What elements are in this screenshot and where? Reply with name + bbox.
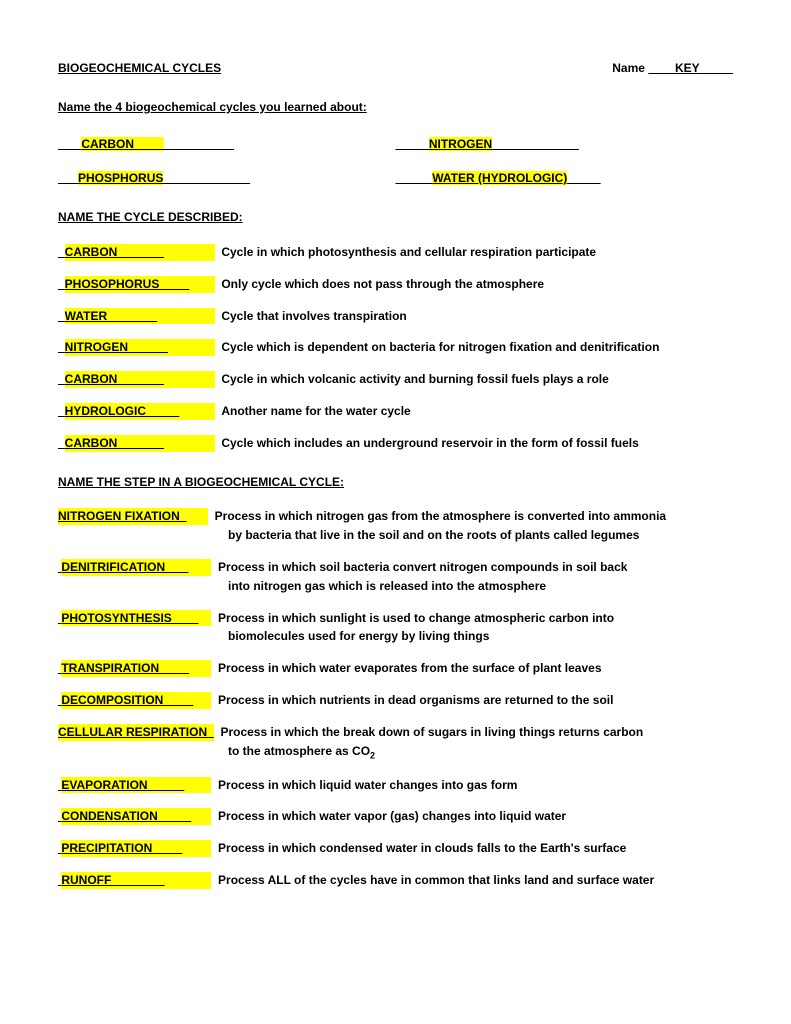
s2-cont: to the atmosphere as CO2 <box>228 743 733 762</box>
s1-answer: CARBON <box>65 435 215 452</box>
cycle-3-answer: PHOSPHORUS <box>78 171 163 185</box>
header-row: BIOGEOCHEMICAL CYCLES Name KEY <box>58 60 733 77</box>
cycle-1: CARBON <box>58 136 396 153</box>
section-1-items: CARBON Cycle in which photosynthesis and… <box>58 244 733 452</box>
cycle-4-trailblank <box>567 171 600 185</box>
s1-answer: CARBON <box>65 371 215 388</box>
section-1-heading: NAME THE CYCLE DESCRIBED: <box>58 209 733 226</box>
s2-answer: CONDENSATION <box>61 808 211 825</box>
cycle-2-leadblank <box>396 137 429 151</box>
cycle-4-leadblank <box>396 171 433 185</box>
section-2-items: NITROGEN FIXATION Process in which nitro… <box>58 508 733 888</box>
s2-item: CELLULAR RESPIRATION Process in which th… <box>58 724 733 762</box>
s2-item: DECOMPOSITION Process in which nutrients… <box>58 692 733 709</box>
s1-desc: Cycle in which photosynthesis and cellul… <box>221 245 596 259</box>
s2-desc: Process ALL of the cycles have in common… <box>218 873 654 887</box>
name-label: Name <box>612 61 645 75</box>
s2-desc: Process in which nutrients in dead organ… <box>218 693 613 707</box>
page-title: BIOGEOCHEMICAL CYCLES <box>58 60 221 77</box>
s1-answer: HYDROLOGIC <box>65 403 215 420</box>
s1-answer: WATER <box>65 308 215 325</box>
s2-answer: PHOTOSYNTHESIS <box>61 610 211 627</box>
cycle-1-leadblank <box>58 137 81 151</box>
s2-cont: into nitrogen gas which is released into… <box>228 578 733 595</box>
s2-item: NITROGEN FIXATION Process in which nitro… <box>58 508 733 544</box>
s1-leadblank <box>58 277 65 291</box>
s1-answer: NITROGEN <box>65 339 215 356</box>
s1-item: HYDROLOGIC Another name for the water cy… <box>58 403 733 420</box>
s2-cont: biomolecules used for energy by living t… <box>228 628 733 645</box>
prompt-4-cycles: Name the 4 biogeochemical cycles you lea… <box>58 99 733 116</box>
s2-answer: DENITRIFICATION <box>61 559 211 576</box>
s2-desc: Process in which sunlight is used to cha… <box>218 611 614 625</box>
cycles-row-1: CARBON NITROGEN <box>58 136 733 153</box>
s1-desc: Cycle that involves transpiration <box>221 309 406 323</box>
s2-desc: Process in which water vapor (gas) chang… <box>218 809 566 823</box>
s2-answer: RUNOFF <box>61 872 211 889</box>
s2-answer: DECOMPOSITION <box>61 692 211 709</box>
s1-answer: PHOSOPHORUS <box>65 276 215 293</box>
cycle-2-trailblank <box>492 137 579 151</box>
s1-desc: Another name for the water cycle <box>221 404 410 418</box>
name-blank-left <box>648 61 675 75</box>
name-value: KEY <box>675 61 700 75</box>
cycle-3: PHOSPHORUS <box>58 170 396 187</box>
name-field: Name KEY <box>612 60 733 77</box>
s2-desc: Process in which liquid water changes in… <box>218 778 517 792</box>
s2-item: PHOTOSYNTHESIS Process in which sunlight… <box>58 610 733 646</box>
s1-item: WATER Cycle that involves transpiration <box>58 308 733 325</box>
s2-desc: Process in which water evaporates from t… <box>218 661 601 675</box>
s2-cont: by bacteria that live in the soil and on… <box>228 527 733 544</box>
name-blank-right <box>700 61 733 75</box>
s2-desc: Process in which condensed water in clou… <box>218 841 626 855</box>
cycle-1-trailblank <box>164 137 234 151</box>
s1-leadblank <box>58 340 65 354</box>
cycle-2: NITROGEN <box>396 136 734 153</box>
cycle-1-answer: CARBON <box>81 137 134 151</box>
s2-item: PRECIPITATION Process in which condensed… <box>58 840 733 857</box>
s1-desc: Cycle which includes an underground rese… <box>221 436 638 450</box>
s1-item: CARBON Cycle in which photosynthesis and… <box>58 244 733 261</box>
s1-item: CARBON Cycle in which volcanic activity … <box>58 371 733 388</box>
s2-item: RUNOFF Process ALL of the cycles have in… <box>58 872 733 889</box>
cycle-4: WATER (HYDROLOGIC) <box>396 170 734 187</box>
s1-item: CARBON Cycle which includes an undergrou… <box>58 435 733 452</box>
cycle-1-trail-hl <box>134 137 164 151</box>
s2-answer: EVAPORATION <box>61 777 211 794</box>
s1-desc: Cycle in which volcanic activity and bur… <box>221 372 608 386</box>
cycles-row-2: PHOSPHORUS WATER (HYDROLOGIC) <box>58 170 733 187</box>
s2-answer: CELLULAR RESPIRATION <box>58 724 214 741</box>
cycle-4-answer: WATER (HYDROLOGIC) <box>432 171 567 185</box>
s1-desc: Only cycle which does not pass through t… <box>221 277 544 291</box>
s1-item: NITROGEN Cycle which is dependent on bac… <box>58 339 733 356</box>
s2-desc: Process in which soil bacteria convert n… <box>218 560 627 574</box>
s2-desc: Process in which the break down of sugar… <box>220 725 643 739</box>
cycle-2-answer: NITROGEN <box>429 137 492 151</box>
s2-item: DENITRIFICATION Process in which soil ba… <box>58 559 733 595</box>
section-2-heading: NAME THE STEP IN A BIOGEOCHEMICAL CYCLE: <box>58 474 733 491</box>
s1-desc: Cycle which is dependent on bacteria for… <box>221 340 659 354</box>
s2-desc: Process in which nitrogen gas from the a… <box>215 509 666 523</box>
s2-item: EVAPORATION Process in which liquid wate… <box>58 777 733 794</box>
s1-leadblank <box>58 372 65 386</box>
cycle-3-trailblank <box>163 171 250 185</box>
s1-leadblank <box>58 436 65 450</box>
s1-leadblank <box>58 245 65 259</box>
s1-leadblank <box>58 404 65 418</box>
s2-answer: PRECIPITATION <box>61 840 211 857</box>
s1-item: PHOSOPHORUS Only cycle which does not pa… <box>58 276 733 293</box>
s1-answer: CARBON <box>65 244 215 261</box>
subscript-2: 2 <box>370 750 375 760</box>
cycle-3-leadblank <box>58 171 78 185</box>
s2-item: CONDENSATION Process in which water vapo… <box>58 808 733 825</box>
s1-leadblank <box>58 309 65 323</box>
s2-item: TRANSPIRATION Process in which water eva… <box>58 660 733 677</box>
s2-answer: TRANSPIRATION <box>61 660 211 677</box>
s2-answer: NITROGEN FIXATION <box>58 508 208 525</box>
worksheet-page: BIOGEOCHEMICAL CYCLES Name KEY Name the … <box>0 0 791 1024</box>
